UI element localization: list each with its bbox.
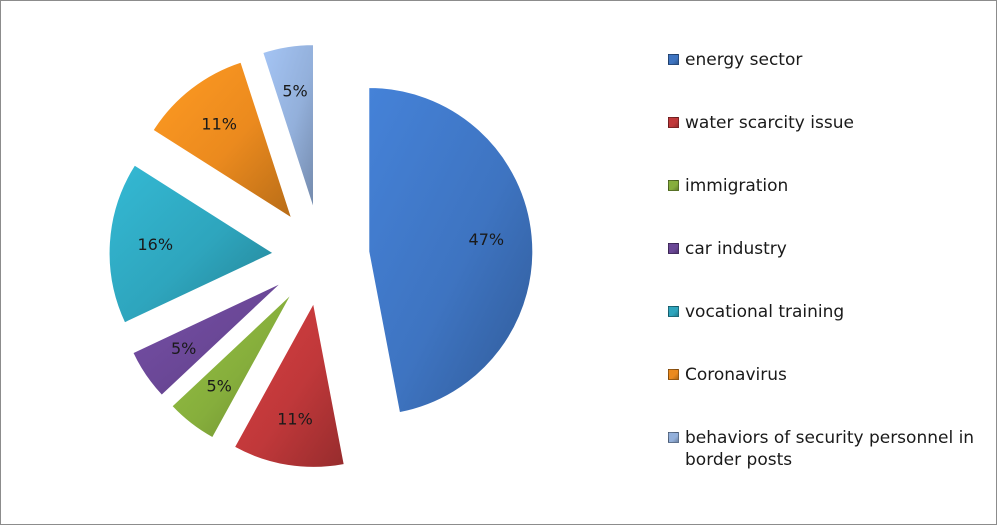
- pie-slice-immigration: [171, 293, 293, 439]
- legend-swatch-icon: [668, 243, 679, 254]
- data-label: 5%: [207, 377, 232, 396]
- legend-swatch-icon: [668, 306, 679, 317]
- data-label: 16%: [137, 235, 173, 254]
- legend-swatch-icon: [668, 117, 679, 128]
- pie-slice-coronavirus: [152, 61, 293, 220]
- legend-swatch-icon: [668, 432, 679, 443]
- legend-label: energy sector: [685, 50, 803, 70]
- legend-item-border-security: behaviors of security personnel in borde…: [668, 427, 988, 471]
- data-label: 47%: [469, 230, 505, 249]
- legend-label: Coronavirus: [685, 365, 787, 385]
- legend-item-energy-sector: energy sector: [668, 49, 988, 71]
- legend-item-coronavirus: Coronavirus: [668, 364, 988, 386]
- data-label: 5%: [282, 81, 307, 100]
- pie-slice-energy-sector: [368, 86, 534, 414]
- data-label: 11%: [201, 114, 237, 133]
- data-label: 5%: [171, 339, 196, 358]
- pie-slice-vocational-training: [108, 164, 275, 324]
- legend-label: vocational training: [685, 302, 845, 322]
- legend-item-immigration: immigration: [668, 175, 988, 197]
- data-label: 11%: [277, 410, 313, 429]
- legend-label: water scarcity issue: [685, 113, 854, 133]
- pie-slice-car-industry: [132, 282, 282, 396]
- legend-item-vocational-training: vocational training: [668, 301, 988, 323]
- legend-item-water-scarcity: water scarcity issue: [668, 112, 988, 134]
- legend-item-car-industry: car industry: [668, 238, 988, 260]
- legend-label: immigration: [685, 176, 789, 196]
- legend-swatch-icon: [668, 54, 679, 65]
- legend-label: car industry: [685, 239, 787, 259]
- legend-swatch-icon: [668, 369, 679, 380]
- pie-slice-behaviors-of-security-personnel-in-border-posts: [262, 44, 314, 209]
- legend-label: behaviors of security personnel in borde…: [685, 428, 975, 470]
- legend-swatch-icon: [668, 180, 679, 191]
- pie-slice-water-scarcity-issue: [233, 301, 345, 468]
